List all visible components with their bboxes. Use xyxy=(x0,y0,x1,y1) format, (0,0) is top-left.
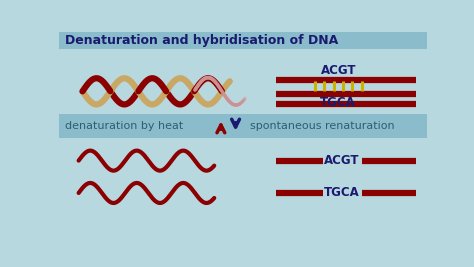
Text: TGCA: TGCA xyxy=(320,96,356,109)
Text: ACGT: ACGT xyxy=(320,64,356,77)
Text: spontaneous renaturation: spontaneous renaturation xyxy=(250,121,395,131)
FancyBboxPatch shape xyxy=(59,32,427,49)
Text: denaturation by heat: denaturation by heat xyxy=(65,121,184,131)
Text: Denaturation and hybridisation of DNA: Denaturation and hybridisation of DNA xyxy=(65,34,339,47)
Text: ACGT: ACGT xyxy=(324,154,360,167)
Text: TGCA: TGCA xyxy=(324,186,360,199)
FancyBboxPatch shape xyxy=(59,115,427,138)
